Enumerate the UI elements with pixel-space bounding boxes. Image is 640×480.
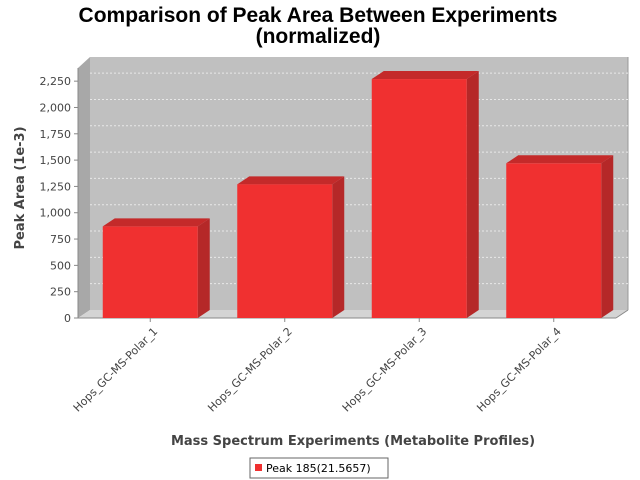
bar-top — [102, 218, 210, 227]
legend: Peak 185(21.5657) — [249, 457, 389, 479]
bar-front — [371, 79, 467, 318]
legend-swatch — [255, 464, 262, 471]
x-axis-tick-labels: Hops_GC-MS-Polar_1 Hops_GC-MS-Polar_2 Hops… — [71, 318, 564, 414]
chart-subtitle: (normalized) — [256, 25, 381, 48]
y-tick-label: 250 — [50, 286, 71, 299]
y-tick-label: 750 — [50, 233, 71, 246]
bar-front — [237, 184, 333, 318]
plot-floor — [78, 310, 628, 318]
y-tick-label: 1,750 — [40, 128, 72, 141]
plot-floor-edge — [615, 309, 629, 319]
x-tick-label: Hops_GC-MS-Polar_4 — [474, 325, 564, 415]
x-axis-label: Mass Spectrum Experiments (Metabolite Pr… — [171, 434, 535, 449]
bar-top — [506, 155, 614, 164]
y-axis-ticks: 0 250 500 750 1,000 1,250 1,500 1,750 2,000 2,250 — [40, 75, 78, 325]
bar[interactable] — [237, 176, 345, 318]
bars — [102, 71, 614, 318]
y-tick-label: 0 — [64, 312, 71, 325]
bar-top — [237, 176, 345, 185]
legend-box — [249, 457, 389, 479]
bar-side — [332, 176, 345, 318]
y-tick-label: 2,000 — [40, 101, 72, 114]
bar[interactable] — [371, 71, 479, 318]
bar-side — [601, 155, 614, 318]
chart-title: Comparison of Peak Area Between Experime… — [79, 4, 558, 27]
bar-top — [371, 71, 479, 80]
x-tick-label: Hops_GC-MS-Polar_2 — [205, 325, 295, 415]
bar[interactable] — [102, 218, 210, 318]
bar[interactable] — [506, 155, 614, 318]
plot-side-wall — [78, 57, 90, 318]
y-tick-label: 2,250 — [40, 75, 72, 88]
legend-label: Peak 185(21.5657) — [266, 462, 371, 475]
y-tick-label: 500 — [50, 259, 71, 272]
x-tick-label: Hops_GC-MS-Polar_1 — [71, 325, 161, 415]
y-tick-label: 1,500 — [40, 154, 72, 167]
y-tick-label: 1,250 — [40, 180, 72, 193]
bar-front — [102, 226, 198, 318]
x-tick-label: Hops_GC-MS-Polar_3 — [340, 325, 430, 415]
y-axis-label: Peak Area (1e-3) — [13, 126, 28, 249]
bar-side — [466, 71, 479, 318]
bar-side — [197, 218, 210, 318]
bar-front — [506, 163, 602, 318]
y-tick-label: 1,000 — [40, 207, 72, 220]
